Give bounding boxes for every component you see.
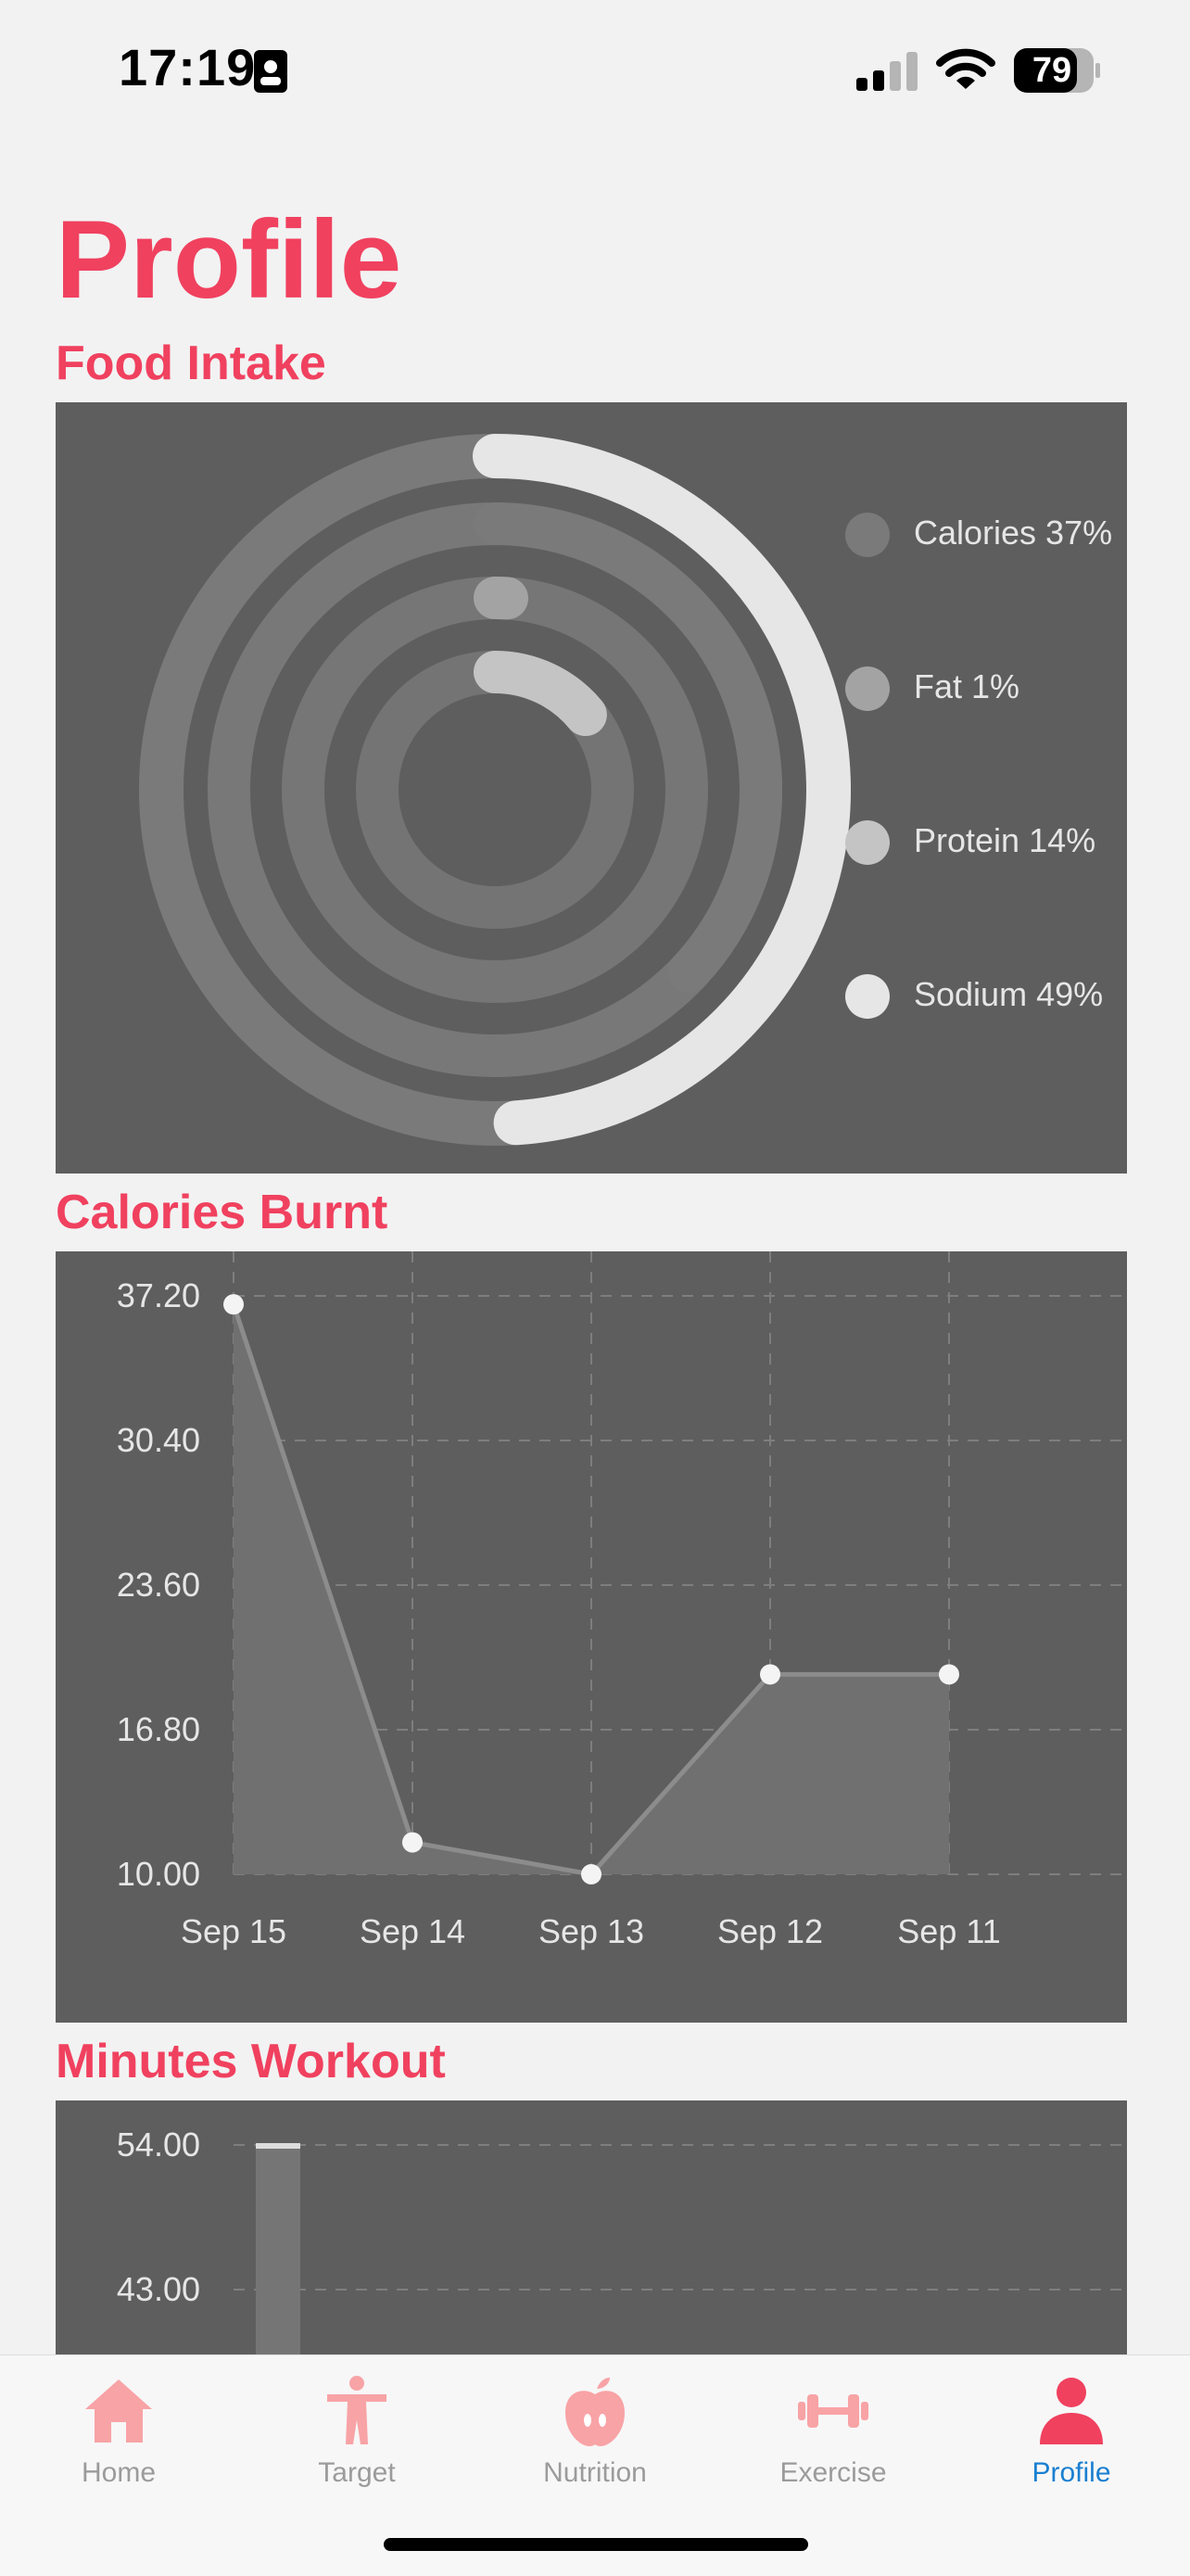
tab-home[interactable]: Home (26, 2355, 211, 2504)
x-tick-label: Sep 13 (538, 1912, 644, 1950)
status-bar: 17:19 79 (0, 0, 1190, 139)
tab-exercise[interactable]: Exercise (741, 2355, 926, 2504)
food-intake-title: Food Intake (56, 334, 326, 393)
y-tick-label: 23.60 (117, 1566, 200, 1604)
home-indicator (384, 2538, 808, 2551)
tab-profile[interactable]: Profile (979, 2355, 1164, 2504)
calories-burnt-card: 10.00 16.80 23.60 30.40 37.20 Sep 15 Sep 14 Sep… (56, 1251, 1127, 2023)
legend-calories: Calories 37% (914, 514, 1112, 552)
legend-dot-sodium (845, 974, 890, 1019)
tab-nutrition[interactable]: Nutrition (502, 2355, 688, 2504)
apple-icon (558, 2374, 632, 2448)
figure-icon (320, 2374, 394, 2448)
legend-sodium: Sodium 49% (914, 975, 1103, 1014)
tab-label: Target (264, 2457, 449, 2489)
y-tick-label: 10.00 (117, 1855, 200, 1893)
calories-line-chart: 10.00 16.80 23.60 30.40 37.20 Sep 15 Sep 14 Sep… (56, 1251, 1127, 2023)
status-time: 17:19 (119, 37, 256, 97)
tab-label: Nutrition (502, 2457, 688, 2489)
page-title: Profile (56, 195, 401, 324)
house-icon (82, 2374, 156, 2448)
dumbbell-icon (796, 2374, 870, 2448)
data-point (402, 1833, 423, 1853)
tab-target[interactable]: Target (264, 2355, 449, 2504)
y-tick-label: 54.00 (117, 2126, 200, 2164)
bar (256, 2145, 300, 2360)
data-point (760, 1664, 780, 1684)
person-icon (1034, 2374, 1108, 2448)
x-tick-label: Sep 11 (897, 1912, 1000, 1950)
x-tick-label: Sep 15 (181, 1912, 286, 1950)
legend-protein: Protein 14% (914, 821, 1095, 860)
tab-label: Exercise (741, 2457, 926, 2489)
contact-card-icon (252, 48, 289, 95)
x-tick-label: Sep 12 (717, 1912, 823, 1950)
battery-level: 79 (1012, 46, 1092, 95)
legend-dot-protein (845, 820, 890, 865)
legend-dot-fat (845, 666, 890, 711)
wifi-icon (936, 46, 995, 93)
x-tick-label: Sep 14 (360, 1912, 465, 1950)
y-tick-label: 37.20 (117, 1276, 200, 1314)
bar-cap (256, 2143, 300, 2149)
minutes-workout-card: 54.00 43.00 (56, 2100, 1127, 2360)
data-point (939, 1664, 959, 1684)
y-tick-label: 16.80 (117, 1710, 200, 1748)
tab-label: Profile (979, 2457, 1164, 2489)
minutes-workout-title: Minutes Workout (56, 2032, 446, 2091)
workout-bar-chart: 54.00 43.00 (56, 2100, 1127, 2360)
legend-dot-calories (845, 513, 890, 557)
data-point (223, 1294, 244, 1314)
signal-icon (855, 50, 919, 93)
legend-fat: Fat 1% (914, 667, 1019, 706)
ring-progress-protein (495, 672, 586, 715)
tab-label: Home (26, 2457, 211, 2489)
calories-burnt-title: Calories Burnt (56, 1183, 387, 1242)
food-intake-card: Calories 37% Fat 1% Protein 14% Sodium 4… (56, 402, 1127, 1174)
data-point (581, 1864, 601, 1884)
y-tick-label: 30.40 (117, 1421, 200, 1459)
y-tick-label: 43.00 (117, 2270, 200, 2308)
